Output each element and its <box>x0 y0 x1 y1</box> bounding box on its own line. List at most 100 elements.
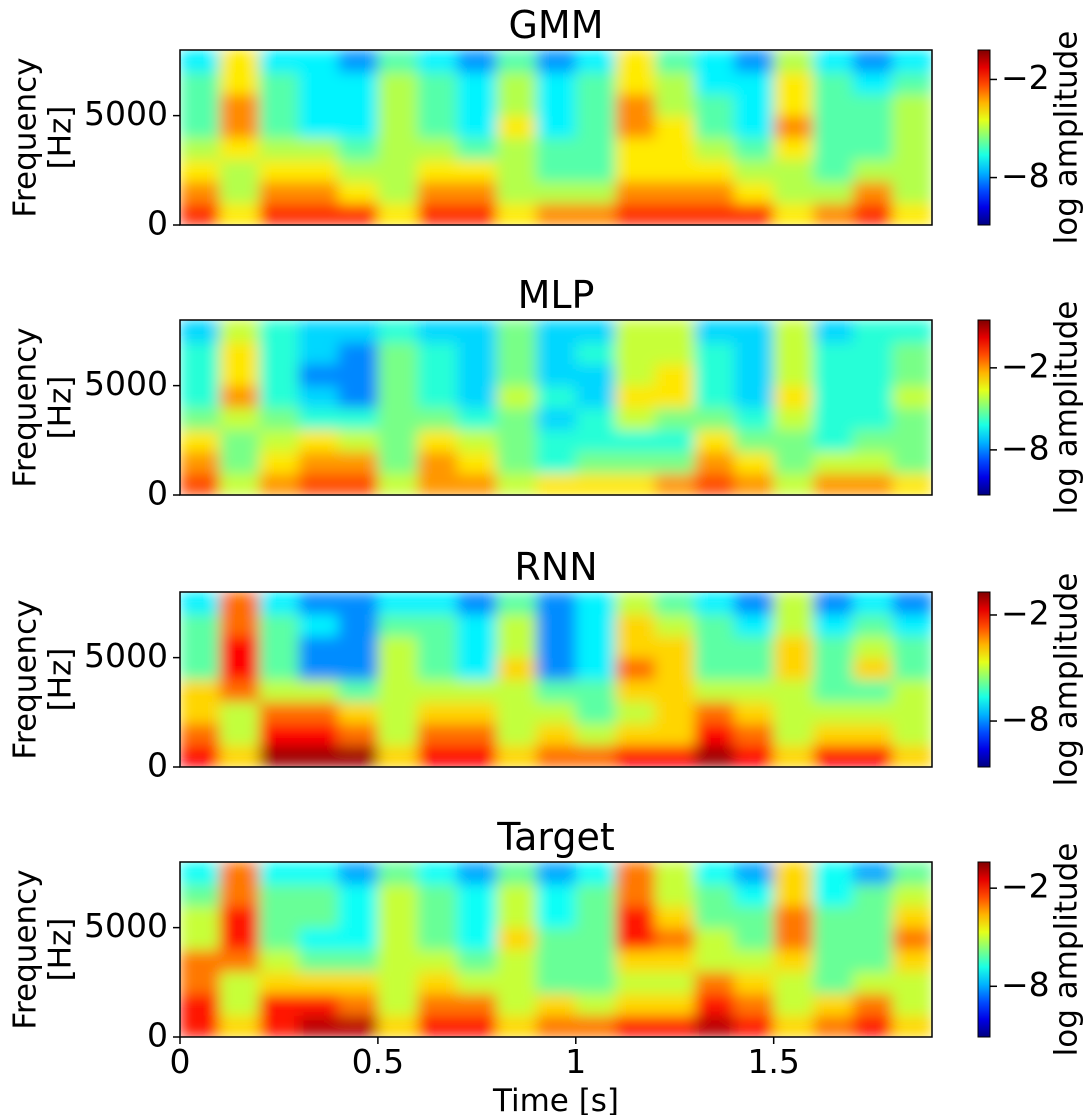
chart-title: RNN <box>514 545 597 589</box>
heatmap-cell <box>219 949 260 972</box>
heatmap-cell <box>536 657 577 681</box>
heatmap-cell <box>536 71 577 95</box>
heatmap-cell <box>219 971 260 994</box>
heatmap-cell <box>259 635 300 659</box>
heatmap-cell <box>654 657 696 681</box>
heatmap-cell <box>180 993 221 1016</box>
heatmap-cell <box>813 93 854 117</box>
heatmap-cell <box>734 181 775 204</box>
heatmap-cell <box>734 341 775 365</box>
heatmap-cell <box>694 93 735 117</box>
heatmap-cell <box>457 93 498 117</box>
heatmap-cell <box>298 1015 339 1037</box>
heatmap-cell <box>338 407 379 430</box>
heatmap-cell <box>180 429 221 452</box>
heatmap-cell <box>457 115 498 139</box>
heatmap-cell <box>575 862 616 885</box>
heatmap-cell <box>892 385 932 409</box>
heatmap-cell <box>615 407 656 430</box>
heatmap-cell <box>773 93 814 117</box>
heatmap-cell <box>536 137 577 160</box>
heatmap-cell <box>219 723 260 746</box>
heatmap-cell <box>417 341 458 365</box>
heatmap-cell <box>417 473 458 495</box>
heatmap-cell <box>496 320 537 343</box>
heatmap-cell <box>496 407 537 430</box>
heatmap-cell <box>734 93 775 117</box>
heatmap-cell <box>734 407 775 430</box>
heatmap-cell <box>298 862 339 885</box>
heatmap-cell <box>457 407 498 430</box>
heatmap-cell <box>417 927 458 951</box>
heatmap-cell <box>773 137 814 160</box>
heatmap-cell <box>615 613 656 637</box>
heatmap-cell <box>219 701 260 724</box>
heatmap-cells <box>180 50 932 225</box>
heatmap-cell <box>298 679 339 702</box>
heatmap-cell <box>457 385 498 409</box>
heatmap-cell <box>654 429 696 452</box>
colorbar-tick-label: −8 <box>1001 428 1050 467</box>
heatmap-cell <box>575 407 616 430</box>
heatmap-cell <box>813 341 854 365</box>
heatmap-cell <box>852 115 894 139</box>
heatmap-cell <box>813 927 854 951</box>
heatmap-cell <box>496 949 537 972</box>
heatmap-cell <box>615 451 656 474</box>
heatmap-cell <box>615 341 656 365</box>
heatmap-cell <box>852 927 894 951</box>
heatmap-cell <box>773 71 814 95</box>
heatmap-cell <box>734 862 775 885</box>
heatmap-cell <box>575 203 616 225</box>
heatmap-cell <box>654 592 696 615</box>
heatmap-cell <box>417 71 458 95</box>
heatmap-cell <box>180 1015 221 1037</box>
heatmap-cell <box>892 159 932 182</box>
heatmap-cell <box>813 745 854 767</box>
heatmap-cell <box>773 320 814 343</box>
heatmap-cell <box>813 949 854 972</box>
heatmap-cell <box>773 613 814 637</box>
heatmap-cell <box>615 993 656 1016</box>
heatmap-cell <box>575 949 616 972</box>
heatmap-cell <box>377 883 419 907</box>
heatmap-cell <box>813 159 854 182</box>
heatmap-cell <box>377 635 419 659</box>
heatmap-cell <box>259 613 300 637</box>
plot-frame <box>179 591 933 768</box>
heatmap-cell <box>654 971 696 994</box>
heatmap-cell <box>496 927 537 951</box>
y-axis-label: Frequency <box>8 57 44 217</box>
heatmap-cell <box>457 613 498 637</box>
heatmap-cell <box>813 137 854 160</box>
heatmap-cell <box>734 1015 775 1037</box>
heatmap-cell <box>654 320 696 343</box>
heatmap-cell <box>694 137 735 160</box>
heatmap-cell <box>892 745 932 767</box>
heatmap-cell <box>496 451 537 474</box>
heatmap-cell <box>417 451 458 474</box>
heatmap-area <box>180 592 932 767</box>
heatmap-cell <box>180 115 221 139</box>
heatmap-cell <box>773 451 814 474</box>
heatmap-cell <box>496 657 537 681</box>
heatmap-cell <box>852 451 894 474</box>
heatmap-cell <box>457 1015 498 1037</box>
heatmap-cell <box>338 203 379 225</box>
heatmap-cell <box>773 385 814 409</box>
heatmap-cell <box>773 701 814 724</box>
heatmap-cell <box>219 635 260 659</box>
heatmap-cell <box>773 745 814 767</box>
heatmap-cell <box>377 385 419 409</box>
heatmap-cell <box>536 971 577 994</box>
heatmap-cell <box>457 723 498 746</box>
heatmap-cell <box>773 50 814 73</box>
heatmap-cell <box>536 927 577 951</box>
heatmap-cell <box>496 862 537 885</box>
heatmap-cell <box>654 905 696 929</box>
heatmap-cell <box>180 407 221 430</box>
heatmap-cell <box>496 473 537 495</box>
heatmap-cell <box>219 137 260 160</box>
heatmap-cell <box>259 971 300 994</box>
heatmap-cell <box>694 949 735 972</box>
